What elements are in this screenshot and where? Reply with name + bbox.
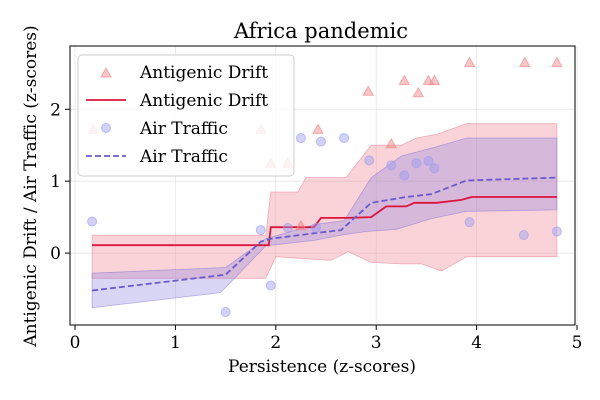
drift-data-point — [551, 56, 563, 68]
legend-box — [77, 54, 295, 177]
legend[interactable]: Antigenic Drift Antigenic Drift Air Traf… — [77, 54, 295, 177]
traffic-data-point — [265, 280, 276, 291]
traffic-data-point — [315, 136, 326, 147]
plot-frame — [69, 45, 576, 326]
y-tick-label: 1 — [50, 172, 61, 192]
traffic-data-point — [339, 133, 350, 144]
traffic-data-point — [464, 217, 475, 228]
traffic-data-point — [255, 225, 266, 236]
confidence-bands — [91, 123, 558, 309]
y-axis-label: Antigenic Drift / Air Traffic (z-scores) — [21, 25, 41, 347]
drift-data-point — [518, 56, 531, 68]
drift-data-point — [398, 74, 411, 86]
traffic-data-point — [518, 230, 529, 241]
y-tick-label: 0 — [50, 244, 61, 264]
traffic-data-point — [364, 155, 375, 166]
drift-confidence-band — [91, 123, 558, 279]
drift-data-point — [463, 56, 476, 68]
y-axis-ticks: 0 1 2 — [50, 100, 70, 264]
legend-label-traffic-line: Air Traffic — [139, 147, 228, 167]
y-tick-label: 2 — [50, 100, 61, 120]
traffic-data-point — [220, 307, 231, 318]
traffic-data-point — [551, 226, 562, 237]
x-tick-label: 2 — [270, 333, 281, 353]
x-tick-label: 3 — [371, 333, 382, 353]
drift-data-point — [385, 137, 398, 149]
legend-label-drift-line: Antigenic Drift — [139, 91, 268, 111]
x-axis-label: Persistence (z-scores) — [228, 357, 416, 377]
legend-label-drift-points: Antigenic Drift — [139, 63, 268, 83]
traffic-data-point — [310, 222, 321, 233]
series-lines — [91, 176, 557, 292]
traffic-data-point — [399, 170, 410, 181]
drift-data-point — [362, 85, 375, 96]
traffic-data-point — [282, 222, 293, 233]
traffic-confidence-band — [91, 137, 558, 309]
x-tick-label: 5 — [572, 333, 583, 353]
legend-triangle-marker — [100, 66, 112, 78]
drift-data-point — [412, 86, 425, 98]
traffic-trend-line — [91, 176, 557, 292]
traffic-data-point — [295, 133, 306, 144]
drift-data-point — [312, 123, 324, 134]
traffic-data-point — [386, 160, 397, 171]
traffic-data-point — [87, 216, 98, 227]
chart-title: Africa pandemic — [233, 19, 408, 43]
traffic-data-point — [429, 163, 440, 174]
drift-data-point — [428, 74, 441, 86]
x-axis-ticks: 0 1 2 3 4 5 — [70, 325, 583, 353]
x-tick-label: 4 — [471, 333, 482, 353]
legend-circle-marker — [101, 123, 111, 133]
traffic-data-point — [411, 158, 422, 169]
drift-trend-line — [92, 196, 557, 247]
x-tick-label: 0 — [70, 333, 81, 353]
drift-data-point — [295, 219, 307, 231]
legend-label-traffic-points: Air Traffic — [139, 119, 228, 139]
traffic-data-point — [423, 156, 434, 167]
x-tick-label: 1 — [170, 333, 181, 353]
